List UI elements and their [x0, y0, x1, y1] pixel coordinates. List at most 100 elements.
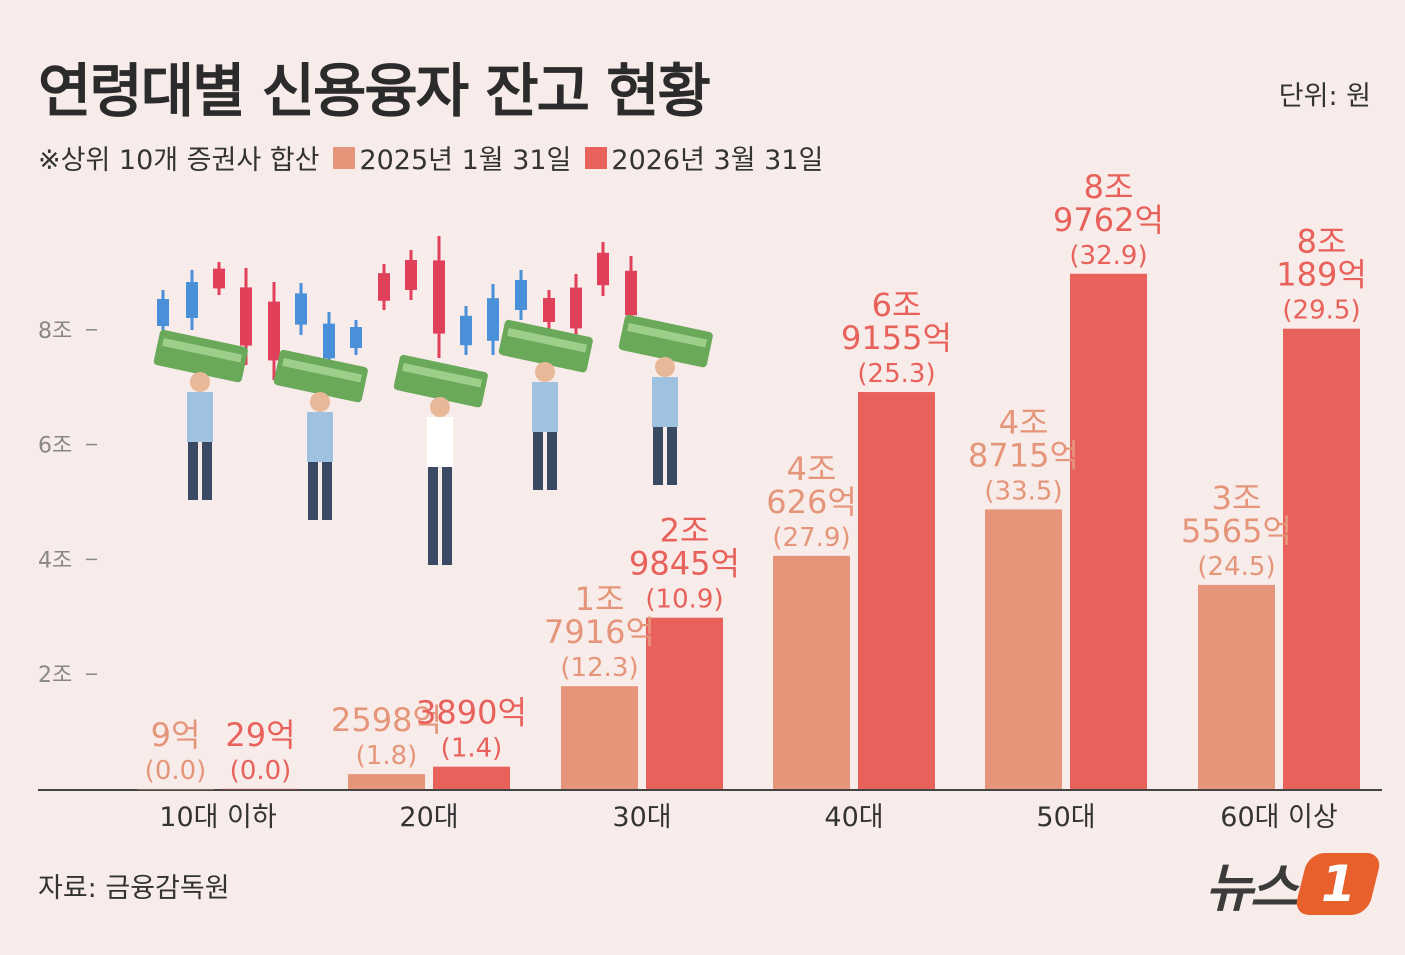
bar	[561, 686, 638, 789]
candlestick-body	[240, 287, 252, 346]
bar	[1283, 328, 1360, 789]
data-label: 8715억	[968, 436, 1079, 474]
data-label: (0.0)	[230, 756, 292, 786]
data-label: 9억	[151, 716, 201, 754]
news1-logo: 뉴스 1	[1205, 846, 1383, 921]
figure-torso	[532, 382, 558, 432]
candlestick-body	[433, 260, 445, 334]
figure-torso	[307, 412, 333, 462]
data-label: 3조	[1212, 479, 1262, 517]
candlestick-body	[186, 282, 198, 318]
legend-label-series-2: 2026년 3월 31일	[611, 145, 824, 176]
bars	[137, 273, 1360, 790]
chart-title: 연령대별 신용융자 잔고 현황	[38, 57, 711, 125]
data-label: 9762억	[1053, 201, 1164, 239]
data-label: 9155억	[841, 319, 952, 357]
legend-item-series-1: 2025년 1월 31일	[333, 138, 571, 177]
money-band	[162, 337, 243, 363]
figure-leg	[202, 442, 212, 500]
logo-badge: 1	[1293, 852, 1383, 915]
data-label: 4조	[999, 403, 1049, 441]
y-axis: 2조 4조 6조 8조	[38, 319, 1382, 791]
data-label: 8조	[1084, 168, 1134, 206]
bar	[646, 617, 723, 789]
unit-label: 단위: 원	[1278, 81, 1371, 112]
candlestick-body	[515, 280, 527, 310]
figure-torso	[187, 392, 213, 442]
figure-head	[535, 362, 555, 382]
x-category-label: 10대 이하	[159, 802, 277, 833]
y-tick-label: 4조	[38, 548, 72, 573]
money-band	[627, 322, 708, 348]
bar	[222, 788, 299, 790]
data-label: (33.5)	[984, 476, 1062, 506]
candlestick-body	[460, 315, 472, 346]
data-label: 2598억	[331, 701, 442, 739]
figure-head	[310, 392, 330, 412]
data-label: (24.5)	[1197, 552, 1275, 582]
x-category-label: 60대 이상	[1220, 802, 1337, 833]
logo-badge-text: 1	[1320, 854, 1356, 913]
data-label: 1조	[575, 580, 625, 618]
data-label: 3890억	[416, 694, 527, 732]
figure-leg	[428, 467, 438, 565]
candlestick-body	[213, 268, 225, 289]
legend-swatch-series-2	[585, 146, 608, 169]
legend-label-series-1: 2025년 1월 31일	[359, 145, 572, 176]
figure-leg	[322, 462, 332, 520]
figure-head	[190, 372, 210, 392]
logo-text: 뉴스	[1205, 859, 1298, 919]
candlestick-body	[487, 298, 499, 341]
x-axis: 10대 이하 20대 30대 40대 50대 60대 이상	[159, 802, 1337, 833]
money-band	[507, 327, 588, 353]
figure-leg	[442, 467, 452, 565]
data-label: (1.4)	[441, 734, 503, 764]
y-tick-label: 6조	[38, 434, 72, 459]
data-label: 7916억	[544, 613, 655, 651]
figure-leg	[547, 432, 557, 490]
money-band	[282, 357, 363, 383]
data-label: (12.3)	[560, 653, 638, 683]
bar	[348, 774, 425, 789]
figure-leg	[667, 427, 677, 485]
figure-leg	[188, 442, 198, 500]
candlestick-body	[268, 301, 280, 361]
bar	[773, 555, 850, 789]
data-label: (32.9)	[1069, 241, 1147, 271]
figure-leg	[533, 432, 543, 490]
x-category-label: 30대	[612, 802, 671, 833]
figure-leg	[653, 427, 663, 485]
candlestick-body	[323, 323, 335, 359]
y-tick-label: 2조	[38, 663, 72, 688]
data-label: (0.0)	[145, 756, 207, 786]
data-label: 4조	[787, 450, 837, 488]
data-label: 626억	[766, 483, 857, 521]
candlestick-body	[405, 260, 417, 290]
candlestick-body	[378, 273, 390, 301]
bar	[985, 509, 1062, 789]
legend: ※상위 10개 증권사 합산 2025년 1월 31일 2026년 3월 31일	[38, 138, 823, 177]
candlestick-body	[295, 293, 307, 325]
data-label: (25.3)	[857, 359, 935, 389]
candlestick-body	[597, 252, 609, 286]
data-label: 6조	[872, 286, 922, 324]
investors-illustration	[153, 236, 713, 565]
x-category-label: 20대	[399, 802, 458, 833]
candlestick-body	[543, 298, 555, 322]
bar	[137, 788, 214, 790]
candlestick-body	[157, 299, 169, 326]
y-tick-label: 8조	[38, 319, 72, 344]
data-label: (10.9)	[645, 585, 723, 615]
data-label: 189억	[1276, 256, 1367, 294]
bar	[1198, 584, 1275, 789]
figure-torso	[427, 417, 453, 467]
data-label: 9845억	[629, 545, 740, 583]
figure-head	[655, 357, 675, 377]
figure-head	[430, 397, 450, 417]
figure-leg	[308, 462, 318, 520]
x-category-label: 40대	[824, 802, 883, 833]
data-label: (27.9)	[772, 523, 850, 553]
bar	[1070, 273, 1147, 789]
legend-item-series-2: 2026년 3월 31일	[585, 138, 823, 177]
